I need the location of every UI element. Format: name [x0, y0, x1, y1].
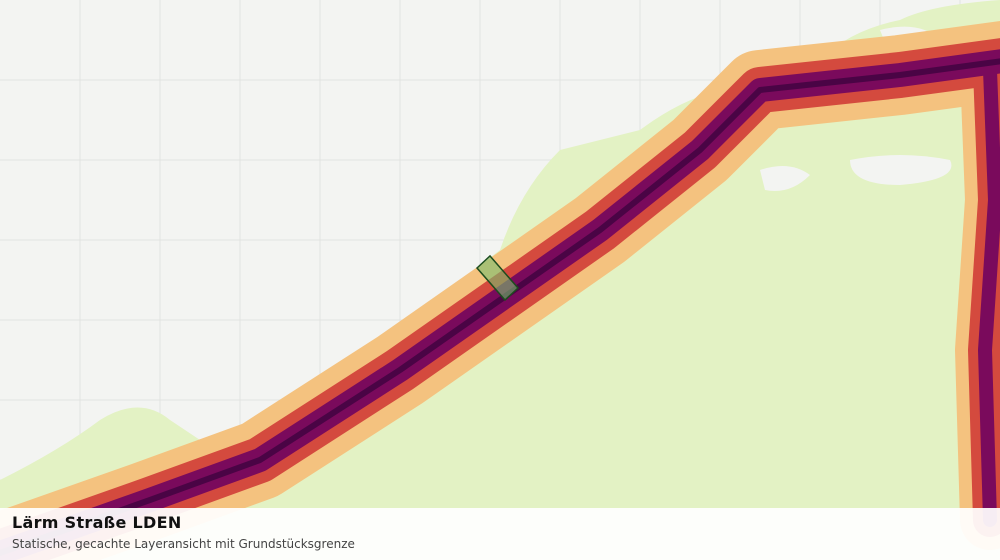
- info-panel: Lärm Straße LDEN Statische, gecachte Lay…: [0, 508, 1000, 560]
- layer-subtitle: Statische, gecachte Layeransicht mit Gru…: [12, 537, 355, 551]
- layer-title: Lärm Straße LDEN: [12, 513, 182, 532]
- parcel-boundary: [475, 254, 520, 302]
- noise-bands: [0, 20, 1000, 560]
